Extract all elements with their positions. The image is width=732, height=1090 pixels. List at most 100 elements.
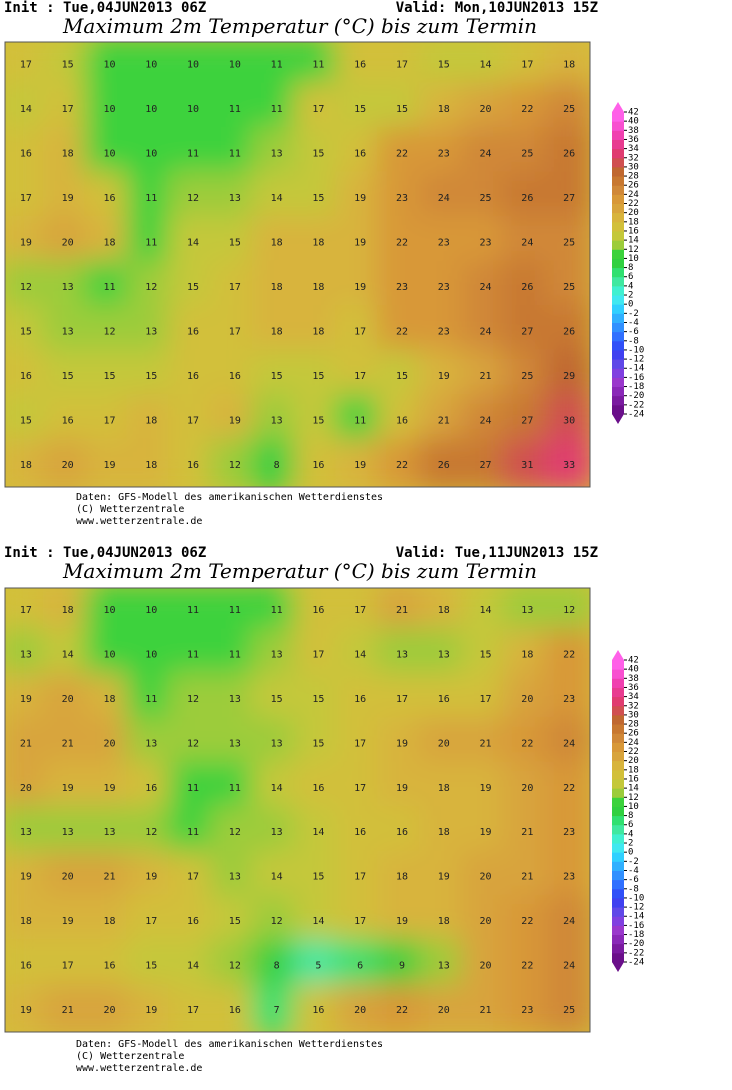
temperature-value: 17: [20, 605, 32, 616]
temperature-cell: [460, 127, 511, 180]
temperature-cell: [209, 894, 260, 948]
colorbar-label: -2: [628, 309, 639, 319]
map-area: 17 18 10 10 11 11 11 16 17 21 18 14 13 12 13 14 10 10 11 11…: [5, 588, 590, 1032]
temperature-value: 21: [20, 738, 32, 749]
temperature-value: 19: [396, 783, 408, 794]
colorbar-band: [612, 276, 624, 287]
temperature-cell: [418, 983, 469, 1032]
temperature-cell: [293, 894, 344, 948]
temperature-cell: [418, 850, 469, 903]
temperature-cell: [377, 672, 427, 726]
temperature-cell: [377, 260, 427, 313]
temperature-value: 17: [396, 694, 408, 705]
temperature-cell: [209, 761, 260, 814]
temperature-value: 16: [103, 960, 115, 971]
footer-line: www.wetterzentrale.de: [76, 516, 202, 527]
temperature-value: 24: [521, 237, 533, 248]
temperature-cell: [42, 850, 93, 903]
temperature-value: 9: [399, 960, 405, 971]
temperature-value: 10: [145, 59, 157, 70]
temperature-cell: [544, 305, 590, 358]
colorbar-label: 30: [628, 710, 639, 720]
temperature-cell: [418, 260, 469, 313]
temperature-value: 5: [315, 960, 321, 971]
temperature-cell: [293, 127, 344, 180]
colorbar-band: [612, 377, 624, 388]
temperature-cell: [84, 438, 135, 487]
temperature-value: 19: [229, 415, 241, 426]
colorbar-label: -10: [628, 893, 644, 903]
temperature-cell: [502, 438, 553, 487]
temperature-cell: [418, 717, 469, 770]
temperature-cell: [418, 349, 469, 402]
temperature-cell: [460, 672, 511, 726]
colorbar-band: [612, 751, 624, 762]
temperature-cell: [168, 260, 218, 313]
temperature-cell: [126, 588, 177, 637]
valid-time: Valid: Tue,11JUN2013 15Z: [396, 545, 598, 561]
temperature-value: 12: [187, 694, 199, 705]
temperature-cell: [126, 672, 177, 726]
colorbar-label: -24: [628, 958, 644, 968]
temperature-value: 13: [271, 148, 283, 159]
temperature-value: 18: [103, 237, 115, 248]
temperature-cell: [544, 806, 590, 859]
temperature-value: 20: [62, 460, 74, 471]
temperature-cell: [251, 438, 302, 487]
temperature-cell: [168, 939, 218, 992]
temperature-value: 14: [187, 237, 199, 248]
temperature-cell: [418, 628, 469, 681]
temperature-cell: [84, 171, 135, 224]
temperature-cell: [418, 216, 469, 269]
colorbar-top-arrow: [612, 102, 624, 112]
temperature-value: 13: [229, 738, 241, 749]
colorbar-label: 24: [628, 738, 639, 748]
temperature-cell: [209, 939, 260, 992]
temperature-cell: [377, 761, 427, 814]
temperature-value: 31: [521, 460, 533, 471]
temperature-cell: [335, 761, 386, 814]
temperature-cell: [42, 438, 93, 487]
temperature-cell: [209, 438, 260, 487]
colorbar-band: [612, 386, 624, 397]
temperature-value: 11: [187, 827, 199, 838]
temperature-value: 16: [229, 1005, 241, 1016]
temperature-value: 13: [438, 650, 450, 661]
temperature-value: 18: [271, 326, 283, 337]
colorbar-label: 28: [628, 172, 639, 182]
colorbar-band: [612, 313, 624, 323]
temperature-cell: [377, 127, 427, 180]
temperature-cell: [377, 305, 427, 358]
temperature-value: 23: [396, 282, 408, 293]
temperature-cell: [42, 983, 93, 1032]
temperature-cell: [460, 216, 511, 269]
temperature-value: 10: [187, 104, 199, 115]
temperature-value: 15: [62, 371, 74, 382]
temperature-cell: [251, 127, 302, 180]
temperature-value: 16: [354, 148, 366, 159]
temperature-value: 21: [396, 605, 408, 616]
temperature-cell: [293, 672, 344, 726]
temperature-value: 16: [312, 605, 324, 616]
temperature-cell: [377, 939, 427, 992]
colorbar-band: [612, 148, 624, 159]
temperature-value: 15: [396, 104, 408, 115]
temperature-cell: [544, 394, 590, 447]
colorbar-band: [612, 806, 624, 817]
temperature-cell: [84, 305, 135, 358]
temperature-cell: [335, 438, 386, 487]
colorbar-band: [612, 824, 624, 835]
temperature-cell: [502, 628, 553, 681]
temperature-cell: [293, 806, 344, 859]
temperature-cell: [335, 394, 386, 447]
temperature-cell: [84, 588, 135, 637]
temperature-cell: [251, 305, 302, 358]
colorbar-label: -14: [628, 364, 644, 374]
temperature-cell: [418, 82, 469, 135]
temperature-cell: [293, 628, 344, 681]
temperature-value: 15: [271, 371, 283, 382]
temperature-value: 19: [103, 460, 115, 471]
colorbar-label: -14: [628, 912, 644, 922]
temperature-cell: [335, 850, 386, 903]
temperature-value: 19: [62, 193, 74, 204]
